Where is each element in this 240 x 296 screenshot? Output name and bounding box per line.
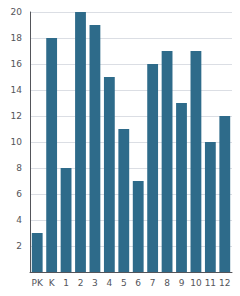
svg-text:12: 12 <box>11 111 22 121</box>
svg-text:20: 20 <box>11 7 23 17</box>
svg-text:7: 7 <box>150 278 156 288</box>
svg-text:4: 4 <box>106 278 112 288</box>
svg-text:6: 6 <box>16 189 22 199</box>
svg-text:8: 8 <box>164 278 170 288</box>
svg-text:11: 11 <box>205 278 216 288</box>
svg-text:12: 12 <box>219 278 230 288</box>
svg-text:14: 14 <box>11 85 23 95</box>
svg-text:5: 5 <box>121 278 127 288</box>
svg-text:9: 9 <box>179 278 185 288</box>
svg-text:4: 4 <box>16 215 22 225</box>
svg-text:10: 10 <box>11 137 23 147</box>
svg-text:8: 8 <box>16 163 22 173</box>
svg-text:10: 10 <box>190 278 202 288</box>
svg-text:2: 2 <box>78 278 84 288</box>
svg-text:18: 18 <box>11 33 23 43</box>
svg-text:3: 3 <box>92 278 98 288</box>
svg-text:PK: PK <box>32 278 44 288</box>
svg-text:1: 1 <box>63 278 69 288</box>
svg-text:K: K <box>49 278 56 288</box>
svg-text:6: 6 <box>135 278 141 288</box>
svg-text:2: 2 <box>16 241 22 251</box>
svg-text:16: 16 <box>11 59 23 69</box>
